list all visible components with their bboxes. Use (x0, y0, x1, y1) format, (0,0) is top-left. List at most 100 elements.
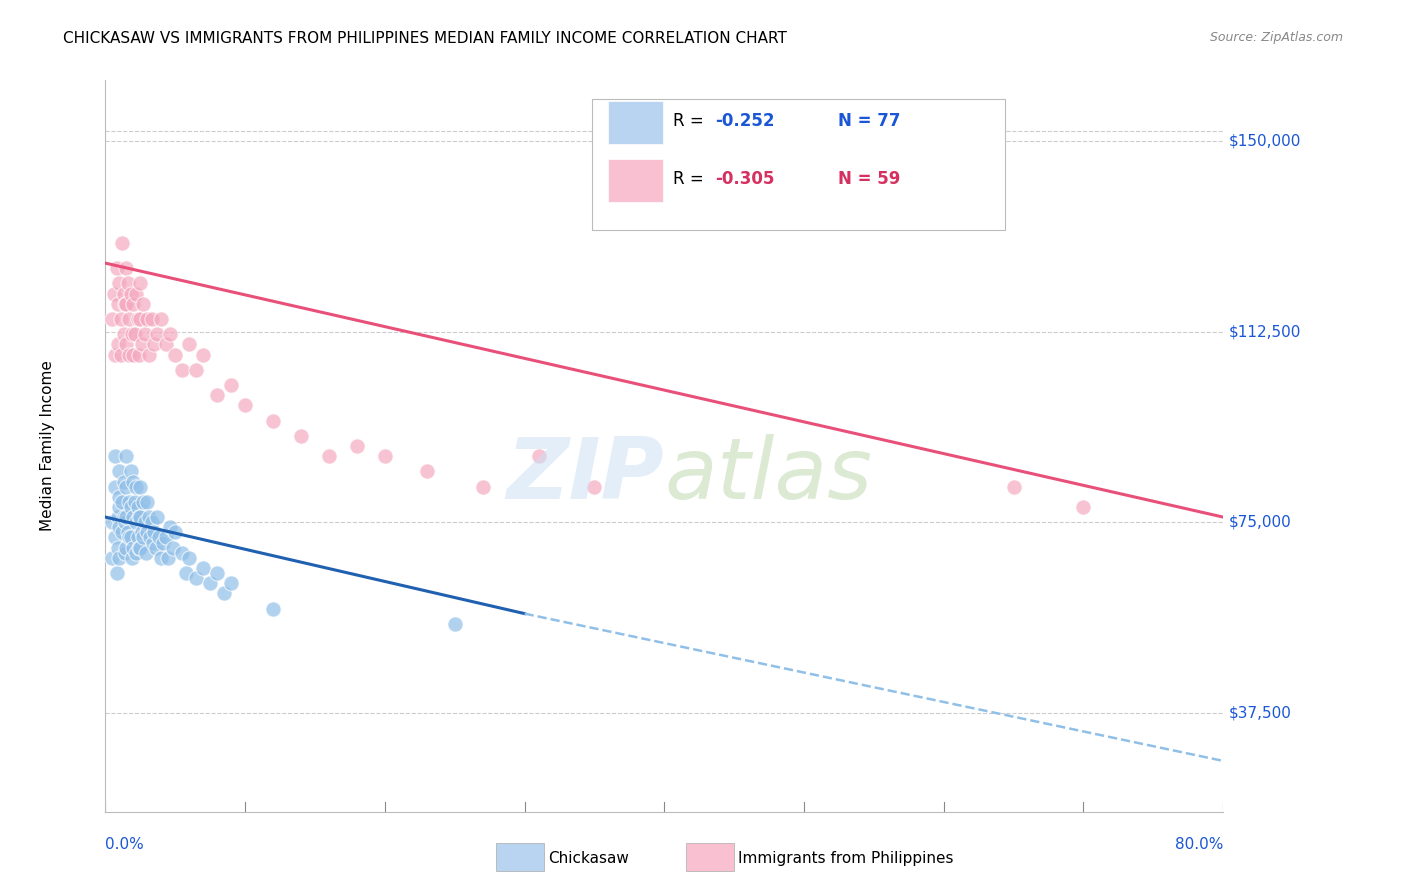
Text: $150,000: $150,000 (1229, 134, 1301, 149)
Point (155, 337, 177, 351)
Point (219, 378, 242, 392)
Point (145, 541, 167, 555)
Point (146, 510, 169, 524)
Point (125, 546, 148, 560)
Point (125, 480, 148, 494)
Point (138, 347, 160, 362)
Point (318, 449, 340, 463)
Text: -0.305: -0.305 (714, 170, 775, 188)
Point (165, 347, 187, 362)
Point (157, 550, 180, 565)
Point (128, 510, 150, 524)
Text: 0.0%: 0.0% (105, 837, 145, 852)
Point (443, 616, 465, 631)
Point (103, 286, 125, 301)
Text: $112,500: $112,500 (1229, 324, 1301, 339)
Text: R =: R = (673, 170, 709, 188)
Point (110, 312, 132, 326)
Text: 80.0%: 80.0% (1175, 837, 1223, 852)
Text: Chickasaw: Chickasaw (548, 851, 630, 865)
Point (127, 530, 149, 544)
Point (101, 312, 124, 326)
Point (141, 515, 163, 529)
Point (120, 500, 142, 514)
Point (207, 388, 229, 402)
Point (115, 449, 138, 463)
Point (112, 327, 135, 342)
Point (186, 571, 208, 585)
Point (122, 475, 145, 489)
Point (118, 530, 141, 544)
Point (115, 480, 138, 494)
Point (583, 480, 606, 494)
Point (134, 515, 156, 529)
Point (165, 525, 187, 540)
Text: ZIP: ZIP (506, 434, 665, 516)
Point (131, 337, 153, 351)
Point (346, 439, 368, 453)
Point (122, 510, 145, 524)
Point (115, 510, 138, 524)
Point (262, 601, 284, 615)
Point (262, 414, 284, 428)
Point (122, 347, 145, 362)
Point (118, 495, 141, 509)
Point (115, 541, 138, 555)
Point (172, 363, 194, 377)
Point (527, 449, 550, 463)
Point (128, 347, 150, 362)
Point (125, 515, 148, 529)
Point (105, 566, 128, 580)
Point (104, 530, 127, 544)
Point (125, 286, 148, 301)
Point (172, 546, 194, 560)
Point (290, 429, 312, 443)
Point (135, 546, 157, 560)
Point (159, 520, 181, 534)
Point (111, 495, 134, 509)
Point (124, 495, 146, 509)
Point (127, 312, 149, 326)
Point (150, 550, 173, 565)
Point (128, 541, 150, 555)
Point (416, 464, 439, 478)
Point (122, 297, 145, 311)
Point (374, 449, 396, 463)
Point (108, 490, 131, 504)
Text: Source: ZipAtlas.com: Source: ZipAtlas.com (1209, 31, 1343, 45)
Point (136, 495, 159, 509)
Point (108, 500, 131, 514)
Point (117, 277, 139, 291)
Point (138, 510, 160, 524)
Point (152, 535, 174, 549)
Point (136, 312, 159, 326)
Text: -0.252: -0.252 (714, 112, 775, 129)
Point (212, 586, 235, 600)
Point (112, 286, 135, 301)
Point (146, 327, 169, 342)
Point (108, 520, 131, 534)
Point (105, 261, 128, 276)
Point (108, 277, 131, 291)
Point (1002, 480, 1025, 494)
Point (159, 327, 181, 342)
Point (179, 550, 201, 565)
Point (129, 277, 152, 291)
Point (162, 541, 184, 555)
Point (101, 515, 124, 529)
Point (118, 312, 141, 326)
Text: atlas: atlas (665, 434, 872, 516)
Point (150, 312, 173, 326)
Point (114, 515, 136, 529)
Point (134, 327, 156, 342)
Text: Median Family Income: Median Family Income (39, 360, 55, 532)
Point (118, 347, 141, 362)
Point (142, 535, 165, 549)
Point (110, 347, 132, 362)
Point (111, 525, 134, 540)
Point (104, 347, 127, 362)
Point (127, 500, 149, 514)
Text: N = 59: N = 59 (838, 170, 900, 188)
Point (107, 541, 129, 555)
Text: N = 77: N = 77 (838, 112, 900, 129)
